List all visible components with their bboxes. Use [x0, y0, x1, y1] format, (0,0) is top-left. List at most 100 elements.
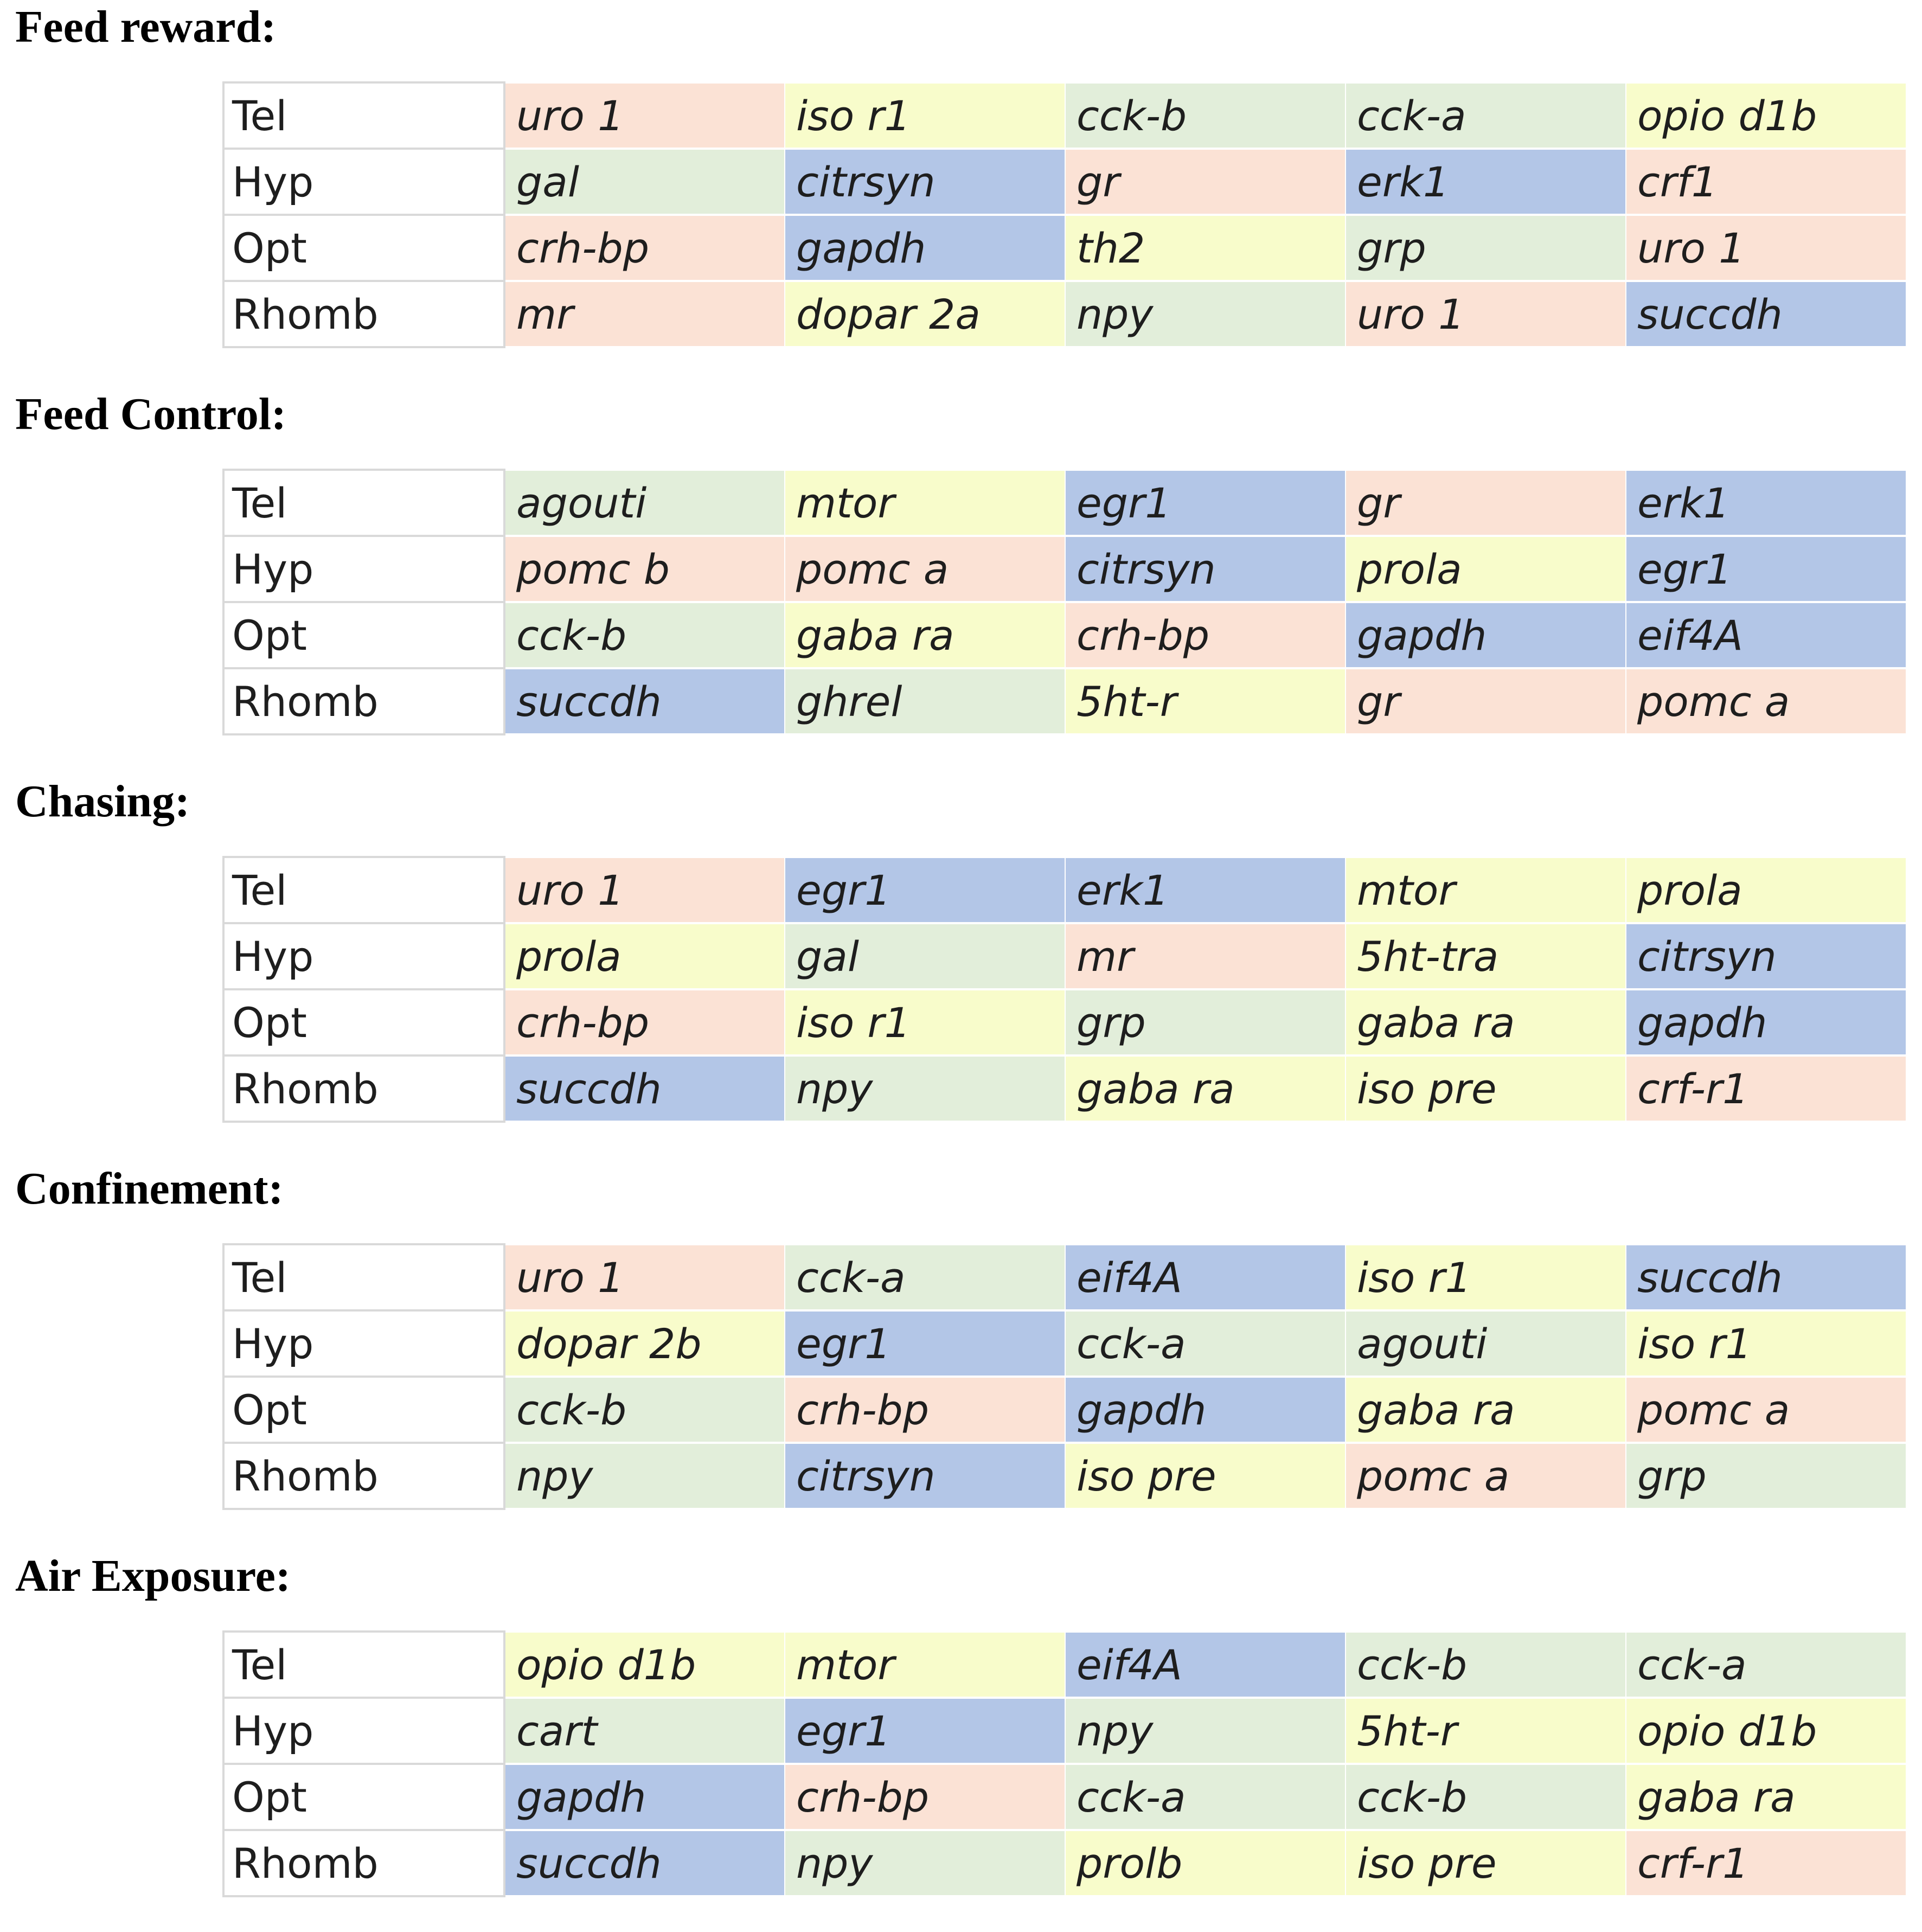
gene-cell: cck-b — [1345, 1763, 1626, 1831]
gene-cell: pomc a — [1625, 1376, 1907, 1444]
section-title: Feed reward: — [15, 2, 277, 52]
gene-cell: npy — [1065, 280, 1346, 348]
region-label: Hyp — [222, 535, 505, 603]
gene-cell: uro 1 — [504, 1243, 785, 1312]
gene-cell: pomc a — [1625, 667, 1907, 735]
region-label: Rhomb — [222, 667, 505, 735]
gene-cell: cck-a — [1345, 81, 1626, 150]
table-row: Hyp dopar 2b egr1 cck-a agouti iso r1 — [222, 1309, 1907, 1378]
gene-cell: succdh — [504, 1054, 785, 1123]
gene-table: Tel uro 1 cck-a eif4A iso r1 succdh Hyp dopar 2… — [222, 1243, 1907, 1510]
gene-table: Tel agouti mtor egr1 gr erk1 Hyp pomc b pomc a ci… — [222, 469, 1907, 735]
gene-cell: cck-b — [504, 601, 785, 669]
region-label: Tel — [222, 856, 505, 924]
table-row: Hyp pomc b pomc a citrsyn prola egr1 — [222, 535, 1907, 603]
gene-cell: egr1 — [1065, 469, 1346, 537]
gene-cell: npy — [504, 1442, 785, 1510]
gene-cell: gapdh — [1345, 601, 1626, 669]
table-row: Hyp prola gal mr 5ht-tra citrsyn — [222, 922, 1907, 990]
gene-cell: gapdh — [504, 1763, 785, 1831]
section-title: Feed Control: — [15, 389, 287, 439]
gene-cell: crh-bp — [504, 214, 785, 282]
gene-cell: succdh — [504, 667, 785, 735]
gene-cell: 5ht-tra — [1345, 922, 1626, 990]
region-label: Rhomb — [222, 1829, 505, 1897]
gene-cell: cck-a — [1625, 1630, 1907, 1699]
gene-cell: crf1 — [1625, 148, 1907, 216]
gene-cell: gapdh — [784, 214, 1066, 282]
gene-cell: pomc a — [784, 535, 1066, 603]
table-row: Tel agouti mtor egr1 gr erk1 — [222, 469, 1907, 537]
gene-cell: prola — [1625, 856, 1907, 924]
gene-cell: iso r1 — [784, 988, 1066, 1057]
table-row: Hyp cart egr1 npy 5ht-r opio d1b — [222, 1697, 1907, 1765]
gene-cell: gal — [784, 922, 1066, 990]
gene-cell: crh-bp — [504, 988, 785, 1057]
gene-cell: egr1 — [784, 1309, 1066, 1378]
gene-cell: 5ht-r — [1345, 1697, 1626, 1765]
gene-cell: ghrel — [784, 667, 1066, 735]
gene-cell: iso r1 — [1345, 1243, 1626, 1312]
gene-table: Tel uro 1 egr1 erk1 mtor prola Hyp prola gal mr 5h… — [222, 856, 1907, 1123]
region-label: Opt — [222, 1763, 505, 1831]
region-label: Opt — [222, 988, 505, 1057]
gene-cell: erk1 — [1345, 148, 1626, 216]
gene-cell: npy — [1065, 1697, 1346, 1765]
table-row: Rhomb npy citrsyn iso pre pomc a grp — [222, 1442, 1907, 1510]
table-row: Rhomb mr dopar 2a npy uro 1 succdh — [222, 280, 1907, 348]
table-row: Tel opio d1b mtor eif4A cck-b cck-a — [222, 1630, 1907, 1699]
gene-cell: npy — [784, 1054, 1066, 1123]
gene-table: Tel uro 1 iso r1 cck-b cck-a opio d1b Hyp gal ci… — [222, 81, 1907, 348]
gene-cell: gaba ra — [1345, 988, 1626, 1057]
gene-cell: uro 1 — [504, 856, 785, 924]
gene-cell: citrsyn — [1625, 922, 1907, 990]
region-label: Hyp — [222, 1309, 505, 1378]
region-label: Tel — [222, 1630, 505, 1699]
region-label: Hyp — [222, 148, 505, 216]
gene-cell: citrsyn — [784, 148, 1066, 216]
gene-cell: 5ht-r — [1065, 667, 1346, 735]
gene-cell: cck-b — [504, 1376, 785, 1444]
gene-cell: eif4A — [1065, 1630, 1346, 1699]
gene-cell: eif4A — [1065, 1243, 1346, 1312]
region-label: Rhomb — [222, 1054, 505, 1123]
gene-cell: dopar 2b — [504, 1309, 785, 1378]
gene-cell: gr — [1345, 469, 1626, 537]
gene-cell: opio d1b — [1625, 81, 1907, 150]
gene-cell: succdh — [1625, 280, 1907, 348]
gene-cell: mr — [504, 280, 785, 348]
gene-cell: cck-b — [1345, 1630, 1626, 1699]
gene-cell: prolb — [1065, 1829, 1346, 1897]
gene-cell: uro 1 — [1345, 280, 1626, 348]
gene-cell: gapdh — [1065, 1376, 1346, 1444]
region-label: Tel — [222, 1243, 505, 1312]
gene-cell: crf-r1 — [1625, 1054, 1907, 1123]
region-label: Rhomb — [222, 280, 505, 348]
table-row: Rhomb succdh npy gaba ra iso pre crf-r1 — [222, 1054, 1907, 1123]
gene-cell: cck-a — [784, 1243, 1066, 1312]
gene-cell: opio d1b — [1625, 1697, 1907, 1765]
gene-cell: gapdh — [1625, 988, 1907, 1057]
table-row: Opt gapdh crh-bp cck-a cck-b gaba ra — [222, 1763, 1907, 1831]
gene-cell: mtor — [784, 469, 1066, 537]
gene-cell: succdh — [1625, 1243, 1907, 1312]
table-row: Opt cck-b gaba ra crh-bp gapdh eif4A — [222, 601, 1907, 669]
gene-cell: citrsyn — [1065, 535, 1346, 603]
gene-cell: crh-bp — [784, 1763, 1066, 1831]
gene-cell: cart — [504, 1697, 785, 1765]
gene-cell: gaba ra — [1345, 1376, 1626, 1444]
gene-cell: gr — [1065, 148, 1346, 216]
gene-cell: citrsyn — [784, 1442, 1066, 1510]
gene-cell: gaba ra — [1065, 1054, 1346, 1123]
table-row: Tel uro 1 egr1 erk1 mtor prola — [222, 856, 1907, 924]
gene-cell: grp — [1065, 988, 1346, 1057]
region-label: Tel — [222, 469, 505, 537]
gene-cell: cck-a — [1065, 1309, 1346, 1378]
region-label: Opt — [222, 601, 505, 669]
gene-cell: cck-b — [1065, 81, 1346, 150]
table-row: Opt crh-bp iso r1 grp gaba ra gapdh — [222, 988, 1907, 1057]
section-title: Air Exposure: — [15, 1551, 291, 1601]
gene-cell: npy — [784, 1829, 1066, 1897]
gene-cell: iso pre — [1065, 1442, 1346, 1510]
gene-cell: mtor — [1345, 856, 1626, 924]
